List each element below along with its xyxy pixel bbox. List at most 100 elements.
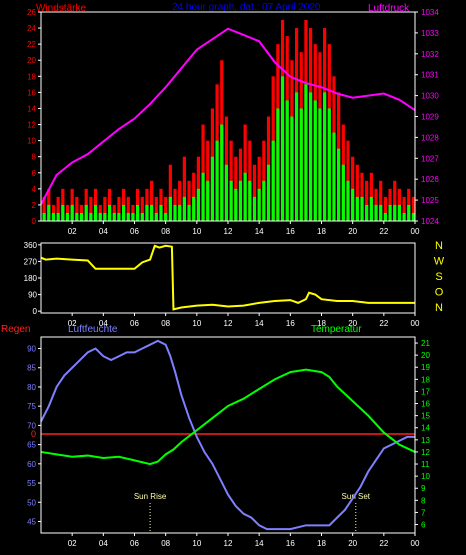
sun-annotations: Sun Rise Sun Set (134, 492, 371, 532)
wind-gust-bar (75, 196, 79, 221)
y-tick-label: 9 (421, 484, 426, 493)
x-tick-label: 20 (348, 539, 357, 548)
y-tick-label: 10 (27, 137, 36, 146)
y-tick-label: 10 (421, 472, 430, 481)
x-tick-label: 06 (130, 539, 139, 548)
temperature-line (40, 368, 416, 466)
compass-label: N (435, 240, 443, 252)
y-tick-label: 50 (27, 498, 36, 507)
wind-gust-bar (42, 196, 46, 221)
wind-avg-bar (140, 212, 144, 221)
wind-gust-bar (117, 196, 121, 221)
y-tick-label: 70 (27, 421, 36, 430)
wind-avg-bar (42, 212, 46, 221)
temperature-axis-title: Temperatur (311, 324, 362, 335)
y-tick-label: 8 (421, 496, 426, 505)
wind-avg-bar (299, 108, 303, 221)
y-tick-label: 180 (24, 274, 38, 283)
y-tick-label: 19 (421, 363, 430, 372)
y-tick-label: 18 (27, 72, 36, 81)
x-tick-label: 16 (286, 539, 295, 548)
y-tick-label: 8 (32, 153, 37, 162)
x-tick-label: 08 (161, 539, 170, 548)
wind-avg-bar (210, 156, 215, 221)
chart-title: 24 hour graph, dat.: 07 April 2020 (172, 2, 321, 13)
y-tick-label: 0 (32, 217, 37, 226)
x-tick-label: 22 (379, 319, 388, 328)
y-tick-label: 18 (421, 375, 430, 384)
x-tick-label: 02 (68, 227, 77, 236)
wind-avg-bar (337, 148, 341, 221)
wind-avg-bar (276, 108, 280, 221)
humidity-y-ticks: 45 50 55 60 65 70 75 80 85 90 (27, 345, 41, 526)
wind-avg-bar (280, 76, 285, 221)
x-tick-label: 16 (286, 227, 295, 236)
wind-avg-bar (397, 204, 402, 221)
x-tick-label: 16 (286, 319, 295, 328)
x-tick-label: 22 (379, 539, 388, 548)
wind-avg-bar (360, 196, 364, 221)
sun-marker-label: Sun Rise (134, 492, 167, 501)
wind-pressure-panel: Windstärke 24 hour graph, dat.: 07 April… (27, 2, 439, 236)
wind-avg-bar (159, 204, 163, 221)
y-tick-label: 6 (421, 521, 426, 530)
rain-axis-title: Regen (1, 324, 30, 335)
y-tick-label: 65 (27, 441, 36, 450)
wind-avg-bar (252, 196, 257, 221)
wind-avg-bar (70, 204, 74, 221)
y-tick-label: 12 (27, 121, 36, 130)
y-tick-label: 55 (27, 479, 36, 488)
x-tick-label: 02 (68, 319, 77, 328)
wind-gust-series (42, 20, 416, 222)
temperature-y-ticks: 6 7 8 9 10 11 12 13 14 15 16 17 18 19 20 21 (415, 339, 430, 530)
wind-avg-bar (107, 204, 112, 221)
y-tick-label: 7 (421, 508, 426, 517)
wind-avg-bar (173, 204, 177, 221)
wind-avg-bar (332, 132, 336, 221)
y-tick-label: 11 (421, 460, 430, 469)
wind-avg-bar (93, 204, 98, 221)
wind-gust-bar (383, 196, 387, 221)
wind-avg-bar (47, 204, 51, 221)
wind-avg-bar (103, 212, 107, 221)
panel1-x-ticks: 02 04 06 08 10 12 14 16 18 20 22 00 (68, 221, 420, 236)
wind-gust-bar (402, 196, 406, 221)
x-tick-label: 20 (348, 227, 357, 236)
y-tick-label: 1033 (421, 29, 439, 38)
x-tick-label: 14 (255, 539, 264, 548)
y-tick-label: 1029 (421, 113, 439, 122)
humidity-line (40, 339, 415, 531)
wind-avg-bar (369, 196, 373, 221)
x-tick-label: 12 (224, 539, 233, 548)
y-tick-label: 6 (32, 169, 37, 178)
wind-avg-bar (168, 196, 172, 221)
wind-avg-bar (79, 212, 84, 221)
wind-avg-bar (411, 212, 416, 221)
sun-marker-label: Sun Set (342, 492, 371, 501)
compass-label: S (435, 271, 442, 283)
wind-gust-bar (411, 196, 416, 221)
wind-avg-bar (126, 212, 130, 221)
wind-avg-bar (379, 204, 383, 221)
y-tick-label: 16 (27, 88, 36, 97)
wind-avg-bar (262, 180, 266, 221)
wind-avg-bar (164, 212, 168, 221)
x-tick-label: 06 (130, 319, 139, 328)
wind-avg-bar (388, 204, 392, 221)
x-tick-label: 18 (317, 319, 326, 328)
y-tick-label: 1028 (421, 133, 439, 142)
wind-avg-bar (313, 100, 317, 221)
y-tick-label: 85 (27, 364, 36, 373)
wind-avg-bar (150, 204, 154, 221)
wind-gust-bar (89, 196, 93, 221)
y-tick-label: 270 (24, 257, 38, 266)
wind-avg-bar (285, 100, 289, 221)
wind-avg-bar (243, 172, 247, 221)
y-tick-label: 12 (421, 448, 430, 457)
y-tick-label: 17 (421, 387, 430, 396)
wind-gust-bar (168, 164, 172, 221)
wind-avg-bar (266, 164, 271, 221)
